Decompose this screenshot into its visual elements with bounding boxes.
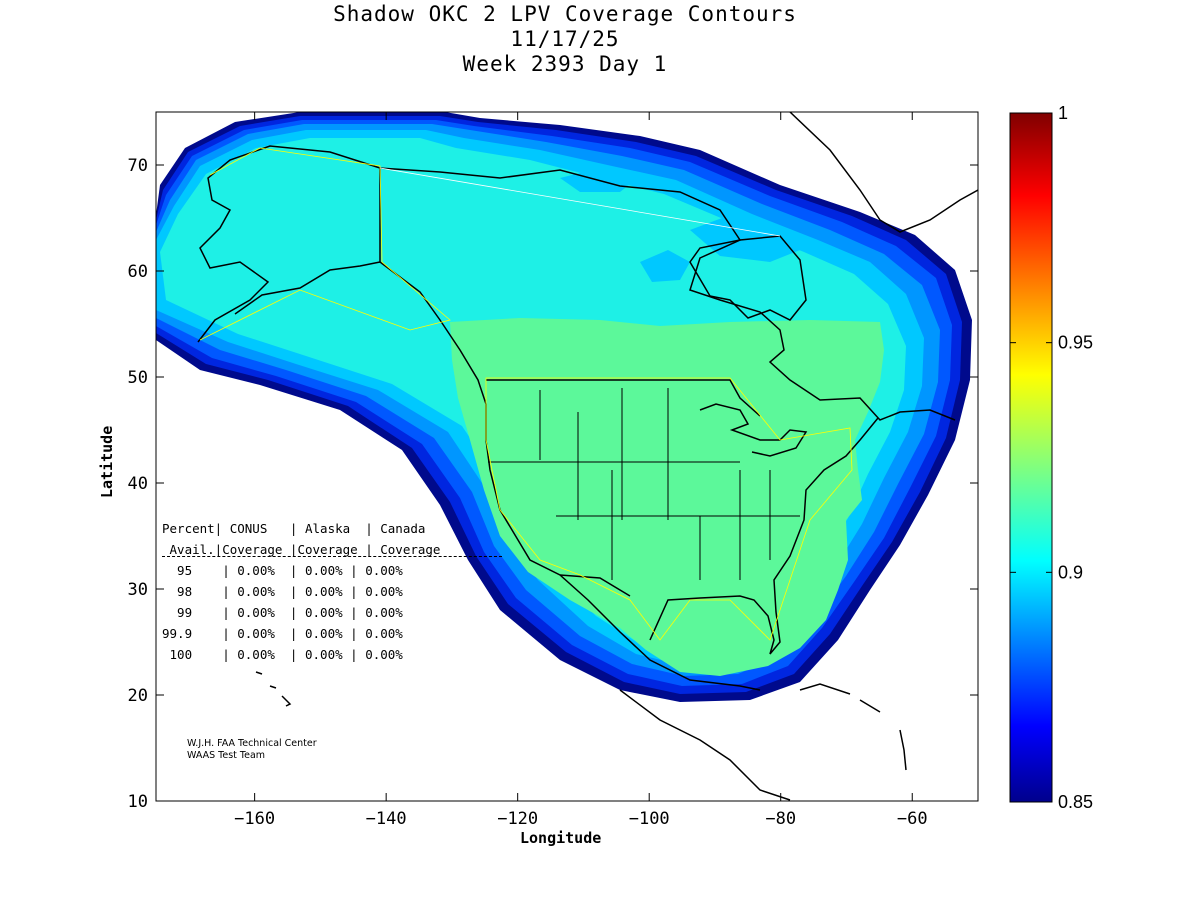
y-tick-label: 60 [128,262,148,282]
y-tick-label: 40 [128,474,148,494]
caribbean-islands [800,684,906,770]
x-tick-label: −80 [765,809,796,829]
x-tick-label: −60 [897,809,928,829]
stats-row: 98 | 0.00% | 0.00% | 0.00% [162,581,440,602]
stats-row: 95 | 0.00% | 0.00% | 0.00% [162,560,440,581]
credits: W.J.H. FAA Technical Center WAAS Test Te… [187,738,317,762]
coverage-stats-table: Percent| CONUS | Alaska | Canada Avail.|… [162,518,440,665]
x-axis-label: Longitude [520,829,601,847]
colorbar-tick-label: 0.85 [1058,792,1093,812]
x-tick-label: −140 [366,809,407,829]
central-america-outline [620,690,790,800]
stats-header-row-1: Percent| CONUS | Alaska | Canada [162,518,440,539]
credits-line-2: WAAS Test Team [187,750,317,762]
y-tick-label: 50 [128,368,148,388]
x-tick-label: −100 [629,809,670,829]
credits-line-1: W.J.H. FAA Technical Center [187,738,317,750]
stats-divider [162,556,502,557]
y-tick-label: 10 [128,792,148,812]
stats-row: 99.9 | 0.00% | 0.00% | 0.00% [162,623,440,644]
y-axis-label: Latitude [98,426,116,498]
colorbar-tick-label: 0.95 [1058,333,1093,353]
hawaii-islands [256,672,290,706]
colorbar [1010,113,1052,802]
x-tick-label: −160 [234,809,275,829]
stats-row: 100 | 0.00% | 0.00% | 0.00% [162,644,440,665]
y-tick-label: 70 [128,156,148,176]
y-tick-label: 30 [128,580,148,600]
stats-row: 99 | 0.00% | 0.00% | 0.00% [162,602,440,623]
colorbar-tick-label: 0.9 [1058,562,1083,582]
x-tick-label: −120 [497,809,538,829]
y-tick-label: 20 [128,686,148,706]
colorbar-tick-label: 1 [1058,103,1068,123]
